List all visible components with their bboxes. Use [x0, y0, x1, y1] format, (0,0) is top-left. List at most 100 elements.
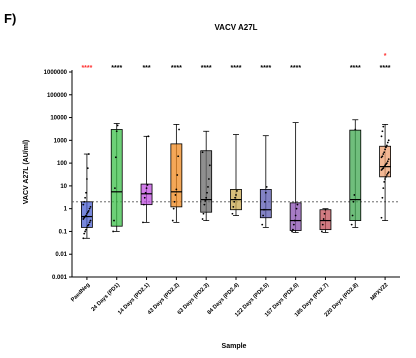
- data-point: [87, 153, 90, 155]
- x-axis-label: Sample: [222, 343, 247, 350]
- data-point: [320, 230, 323, 233]
- data-point: [385, 162, 388, 165]
- x-tick-label: 43 Days (PD2.2): [147, 282, 181, 316]
- data-point: [263, 208, 265, 211]
- data-point: [380, 216, 383, 219]
- significance-label: ****: [111, 65, 122, 72]
- data-point: [322, 218, 325, 220]
- data-point: [176, 174, 179, 176]
- data-point: [202, 212, 205, 215]
- data-point: [294, 214, 297, 217]
- data-point: [321, 223, 324, 226]
- data-point: [143, 196, 146, 199]
- data-point: [382, 153, 385, 155]
- data-point: [142, 203, 145, 206]
- significance-label: ****: [380, 65, 391, 72]
- data-point: [172, 207, 175, 210]
- data-point: [385, 146, 387, 149]
- significance-label: ****: [201, 65, 212, 72]
- x-tick-label: 220 Days (PD2.8): [324, 282, 360, 318]
- data-point: [88, 207, 91, 210]
- plot-area: 0.001 0.01 0.1 1 10 100 1000 10000 100000 1000000…: [44, 53, 400, 318]
- data-point: [265, 186, 268, 188]
- data-point: [208, 164, 211, 167]
- box: [259, 189, 272, 219]
- x-tick-label: 84 Days (PD2.4): [206, 282, 240, 316]
- data-point: [82, 203, 85, 206]
- data-point: [261, 223, 264, 226]
- box: [349, 129, 362, 221]
- data-point: [173, 200, 176, 203]
- data-point: [85, 191, 87, 194]
- data-point: [387, 158, 390, 161]
- data-point: [83, 200, 86, 203]
- data-point: [231, 212, 234, 215]
- data-point: [384, 178, 386, 180]
- data-point: [86, 178, 88, 180]
- data-point: [292, 223, 295, 226]
- x-tick-label: PaedNeg: [70, 282, 92, 304]
- data-point: [384, 148, 386, 151]
- y-tick-label: 10000: [50, 116, 67, 122]
- data-point: [350, 223, 353, 226]
- data-point: [82, 218, 85, 220]
- data-point: [262, 214, 265, 217]
- data-point: [206, 191, 208, 194]
- x-tick-label: 63 Days (PD2.3): [177, 282, 211, 316]
- data-point: [354, 128, 357, 131]
- significance-label: ****: [231, 65, 242, 72]
- data-point: [382, 125, 385, 128]
- data-point: [147, 135, 150, 138]
- data-point: [144, 191, 147, 194]
- y-tick-label: 1: [64, 207, 68, 213]
- data-point: [205, 196, 208, 199]
- data-point: [383, 180, 386, 183]
- data-point: [385, 175, 387, 178]
- data-point: [382, 187, 385, 189]
- data-point: [264, 200, 266, 203]
- data-point: [85, 214, 87, 217]
- data-point: [174, 194, 177, 196]
- data-point: [145, 187, 148, 189]
- x-tick-label: 14 Days (PD2.1): [117, 282, 151, 316]
- data-point: [201, 218, 204, 220]
- data-point: [201, 151, 204, 154]
- data-point: [207, 178, 210, 180]
- data-point: [295, 207, 298, 210]
- data-point: [114, 156, 117, 159]
- data-point: [234, 196, 237, 199]
- y-tick-label: 0.001: [52, 275, 68, 281]
- y-tick-label: 10: [60, 184, 67, 190]
- significance-label: ****: [81, 65, 92, 72]
- data-point: [85, 228, 87, 231]
- significance-label: ****: [171, 65, 182, 72]
- y-tick-label: 1000: [54, 138, 68, 144]
- box: [319, 209, 332, 231]
- x-tick-label: MPXV22: [370, 282, 390, 302]
- data-point: [146, 184, 149, 186]
- data-point: [381, 130, 384, 133]
- data-point: [381, 155, 384, 158]
- box: [289, 202, 302, 231]
- data-point: [142, 221, 144, 224]
- data-point: [87, 209, 90, 212]
- data-point: [88, 221, 91, 224]
- data-point: [86, 212, 88, 215]
- data-point: [352, 200, 355, 203]
- data-point: [171, 219, 174, 222]
- box: [200, 150, 213, 213]
- data-point: [264, 191, 267, 194]
- data-point: [386, 160, 389, 163]
- data-point: [86, 226, 88, 229]
- box: [170, 143, 183, 208]
- data-point: [204, 199, 207, 202]
- chart-title: VACV A27L: [214, 23, 257, 32]
- data-point: [232, 205, 235, 208]
- data-point: [383, 165, 386, 168]
- data-point: [115, 130, 118, 133]
- data-point: [177, 155, 180, 158]
- significance-label: ****: [260, 65, 271, 72]
- data-point: [292, 228, 294, 231]
- data-point: [113, 219, 115, 222]
